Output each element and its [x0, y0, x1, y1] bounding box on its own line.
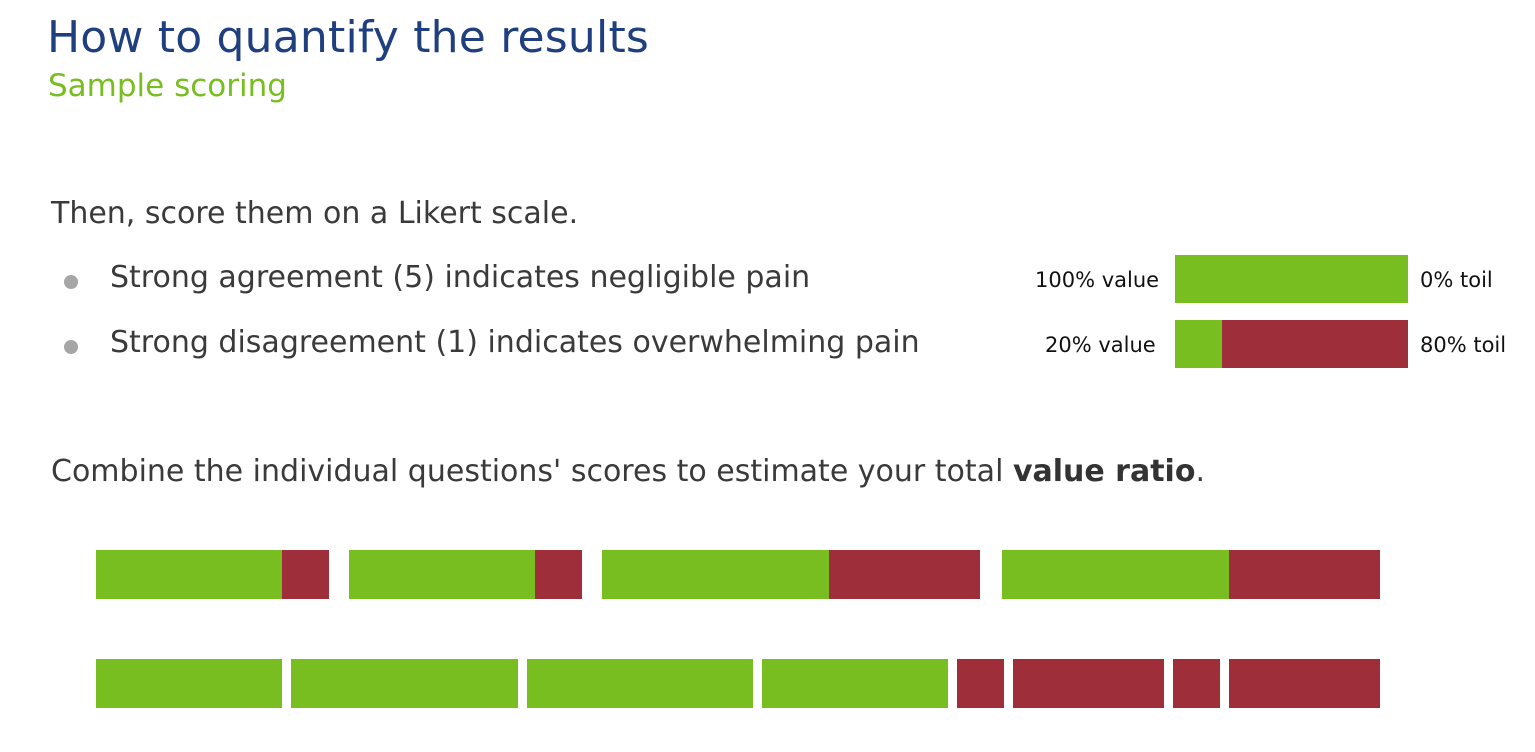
value-segment: [1175, 255, 1408, 303]
bullet-icon: [64, 275, 78, 289]
likert-intro: Then, score them on a Likert scale.: [51, 196, 579, 231]
combine-text-before: Combine the individual questions' scores…: [51, 454, 1013, 489]
value-segment: [96, 550, 282, 599]
likert-item-text: Strong disagreement (1) indicates overwh…: [110, 325, 920, 360]
toil-label: 0% toil: [1420, 268, 1493, 292]
value-label: 20% value: [1045, 333, 1156, 357]
toil-segment: [1173, 659, 1220, 708]
toil-segment: [535, 550, 582, 599]
likert-item-text: Strong agreement (5) indicates negligibl…: [110, 260, 811, 295]
toil-label: 80% toil: [1420, 333, 1507, 357]
value-segment: [527, 659, 753, 708]
combine-text: Combine the individual questions' scores…: [51, 454, 1205, 489]
toil-segment: [282, 550, 329, 599]
value-ratio-emphasis: value ratio: [1012, 454, 1196, 489]
toil-segment: [829, 550, 980, 599]
toil-segment: [1229, 550, 1380, 599]
page-subtitle: Sample scoring: [48, 68, 287, 104]
toil-segment: [1222, 320, 1408, 368]
page-title: How to quantify the results: [47, 12, 650, 63]
value-segment: [1002, 550, 1229, 599]
value-segment: [762, 659, 948, 708]
toil-segment: [1013, 659, 1164, 708]
combine-text-after: .: [1195, 454, 1205, 489]
value-label: 100% value: [1035, 268, 1160, 292]
value-segment: [291, 659, 518, 708]
value-segment: [602, 550, 829, 599]
toil-segment: [1229, 659, 1380, 708]
value-segment: [1175, 320, 1222, 368]
value-segment: [96, 659, 282, 708]
value-segment: [349, 550, 535, 599]
bullet-icon: [64, 340, 78, 354]
toil-segment: [957, 659, 1004, 708]
